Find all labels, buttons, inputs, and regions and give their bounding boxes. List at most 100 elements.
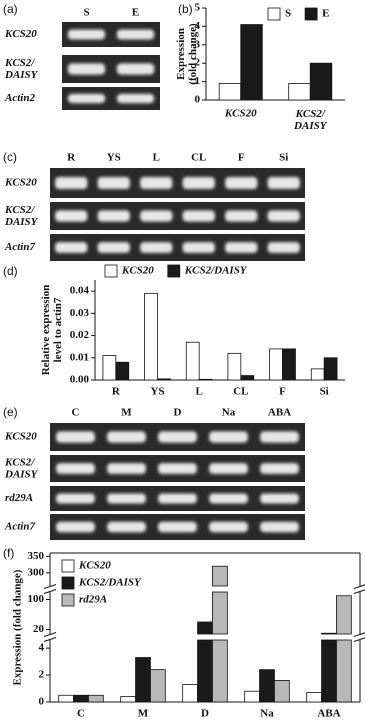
y-tick-label: 0.03 [70,307,90,319]
gel-band [67,29,106,40]
gel-band [158,431,197,443]
gel-lane-strip [50,234,305,261]
gel-band [56,521,95,533]
gel-band [55,242,88,253]
y-tick-label: 0 [195,94,201,106]
lane-label: L [153,152,160,164]
gel-band [182,242,215,253]
gel-band [182,177,215,189]
bar [150,669,166,703]
y-tick-label: 350 [28,550,45,562]
x-tick-label: CL [233,386,248,398]
bar [288,83,311,101]
bar [323,357,338,381]
axis-break [353,589,365,594]
gel-row-label: KCS2/DAISY [4,57,39,81]
bar [336,595,352,635]
bar [135,657,151,703]
gel-band [209,521,248,533]
y-tick-label: 0.02 [70,329,90,341]
y-tick-label: 1 [195,75,201,87]
gel-band [225,210,258,222]
legend-label: KCS2/DAISY [184,265,248,277]
gel-row-label: KCS20 [4,177,37,189]
bar [88,694,104,703]
y-tick-label: 0.01 [70,351,89,363]
legend-label: S [285,8,291,20]
axis-break [43,584,57,589]
y-tick-label: 0.00 [70,374,90,386]
bar [212,591,228,635]
lane-label: ABA [268,407,291,419]
axis-break [353,584,365,589]
bar [102,355,117,381]
x-tick-label: ABA [317,708,340,720]
gel-band [140,177,173,189]
bar [240,24,263,101]
gel-band [260,521,299,533]
y-tick-label: 0 [39,696,45,708]
bar [269,348,283,381]
gel-lane-strip [62,87,160,110]
gel-band [225,242,258,253]
bar [198,378,213,381]
bar [197,639,213,703]
gel-band [67,63,106,75]
legend-label: KCS20 [121,265,154,277]
y-axis-label: Relative expressionlevel to actin7 [40,285,64,376]
legend-label: rd29A [79,594,107,606]
gel-band [158,521,197,533]
x-tick-label: L [195,386,202,398]
bar [212,565,228,587]
gel-row-label: Actin7 [4,521,35,533]
bar [321,632,337,635]
lane-label: S [83,7,89,19]
bar [309,62,333,101]
gel-band [267,210,300,222]
gel-lane-strip [50,168,305,198]
bar [185,341,200,381]
lane-label: M [121,407,132,419]
gel-band [260,493,299,504]
bar [58,694,74,703]
bar [227,352,242,381]
x-tick-label: M [138,708,149,720]
gel-band [56,463,95,474]
gel-band [209,431,248,443]
y-tick-label: 20 [33,623,45,635]
gel-lane-strip [50,202,305,230]
bar [120,696,136,703]
lane-label: CL [191,152,206,164]
bar [73,694,89,703]
gel-row-label: KCS20 [4,28,37,40]
gel-row-label: KCS20 [4,431,37,443]
panel-label: (f) [3,546,14,560]
gel-band [267,177,300,189]
axis-break [353,637,365,642]
lane-label: F [238,152,245,164]
gel-band [97,242,130,253]
gel-band [107,431,146,443]
lane-label: R [67,152,76,164]
gel-row-label: Actin7 [4,241,35,253]
bar [115,361,130,381]
bar [282,348,296,381]
x-tick-label: F [279,386,286,398]
panel-label: (c) [3,150,17,164]
legend-swatch [104,264,118,278]
gel-band [140,210,173,222]
legend-swatch [304,7,318,21]
panel-label: (a) [3,2,18,16]
gel-band [55,210,88,222]
gel-band [158,493,197,504]
gel-band [182,210,215,222]
gel-band [267,242,300,253]
y-tick-label: 4 [39,642,45,654]
y-tick-label: 2 [39,669,45,681]
gel-band [97,177,130,189]
bar [306,692,322,703]
gel-band [209,463,248,474]
gel-row-label: KCS2/DAISY [4,204,39,228]
y-tick-label: 0.04 [70,285,90,297]
